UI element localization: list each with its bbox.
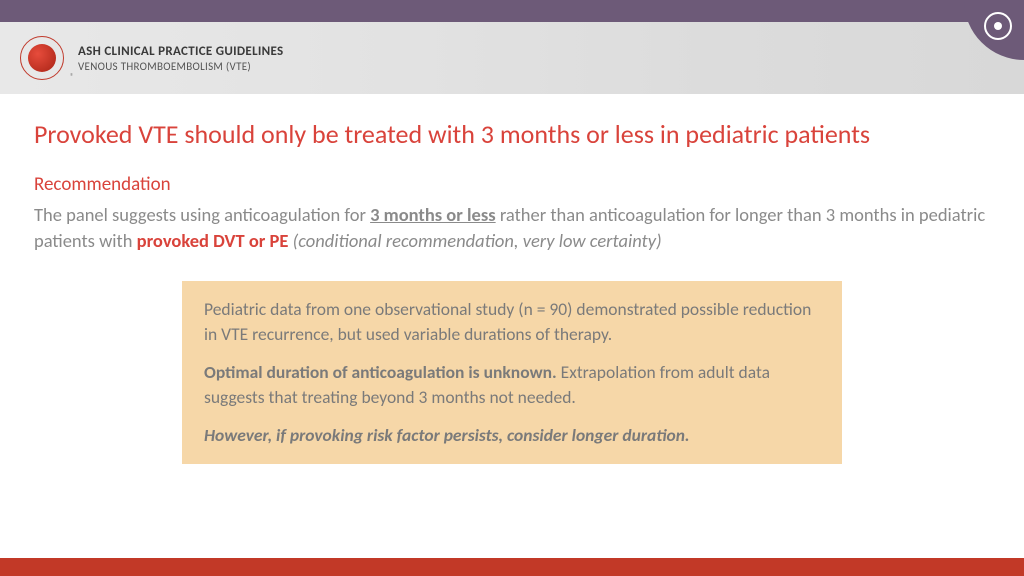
callout-p1: Pediatric data from one observational st… [204, 297, 820, 346]
vte-icon [984, 12, 1012, 40]
bottom-red-bar [0, 558, 1024, 576]
recommendation-label: Recommendation [34, 173, 990, 196]
recommendation-body: The panel suggests using anticoagulation… [34, 202, 990, 256]
body-emphasis-condition: provoked DVT or PE [137, 229, 289, 252]
registered-mark: ® [70, 72, 74, 82]
ash-logo: ® [20, 36, 64, 80]
slide-title: Provoked VTE should only be treated with… [34, 118, 990, 151]
body-pre: The panel suggests using anticoagulation… [34, 203, 370, 226]
org-subtitle: VENOUS THROMBOEMBOLISM (VTE) [78, 60, 283, 73]
header-text: ASH CLINICAL PRACTICE GUIDELINES VENOUS … [78, 44, 283, 73]
header-band: ® ASH CLINICAL PRACTICE GUIDELINES VENOU… [0, 22, 1024, 94]
body-emphasis-duration: 3 months or less [370, 203, 496, 226]
callout-p2-bold: Optimal duration of anticoagulation is u… [204, 361, 557, 383]
slide-content: Provoked VTE should only be treated with… [0, 94, 1024, 464]
callout-box: Pediatric data from one observational st… [182, 281, 842, 464]
org-title: ASH CLINICAL PRACTICE GUIDELINES [78, 44, 283, 59]
top-purple-bar [0, 0, 1024, 22]
callout-p3: However, if provoking risk factor persis… [204, 423, 820, 448]
callout-p2: Optimal duration of anticoagulation is u… [204, 360, 820, 409]
body-qualifier: (conditional recommendation, very low ce… [293, 229, 662, 252]
